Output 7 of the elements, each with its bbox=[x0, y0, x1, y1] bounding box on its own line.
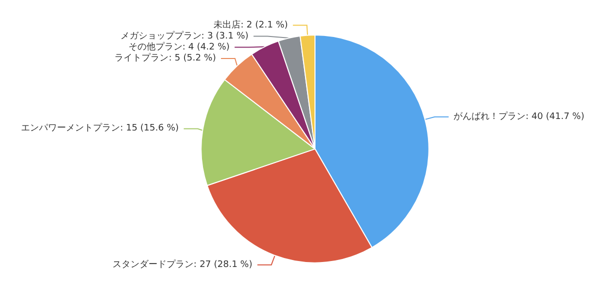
slice-label: エンパワーメントプラン: 15 (15.6 %) bbox=[21, 122, 179, 134]
slice-label: がんばれ！プラン: 40 (41.7 %) bbox=[454, 110, 584, 122]
slice-label: スタンダードプラン: 27 (28.1 %) bbox=[112, 258, 252, 270]
slice-label: ライトプラン: 5 (5.2 %) bbox=[114, 52, 216, 64]
slice-label: その他プラン: 4 (4.2 %) bbox=[128, 41, 230, 52]
slice-label: 未出店: 2 (2.1 %) bbox=[214, 19, 288, 30]
slice-label: メガショッププラン: 3 (3.1 %) bbox=[120, 30, 249, 42]
